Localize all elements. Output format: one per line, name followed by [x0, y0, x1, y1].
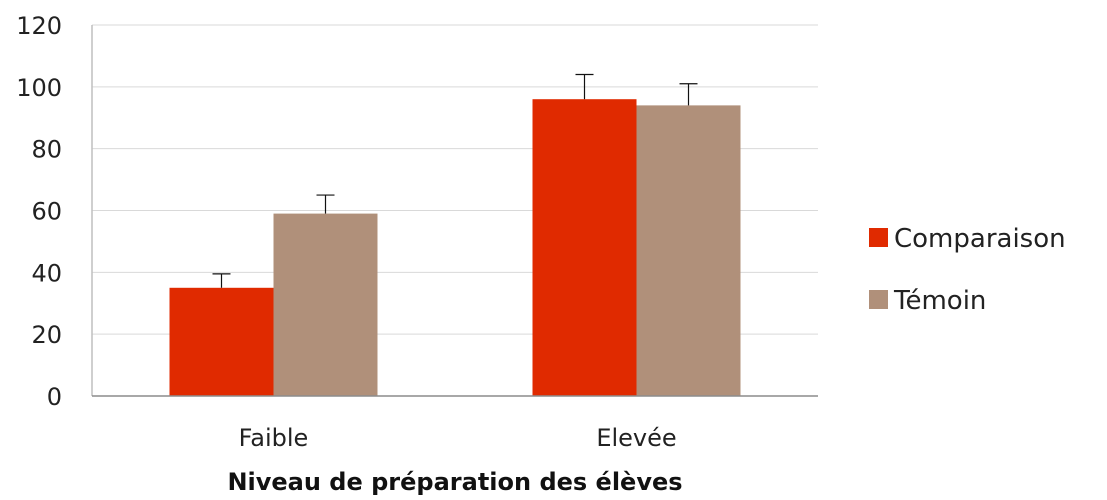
y-tick-label: 20 [31, 321, 62, 349]
legend-label: Témoin [893, 286, 986, 316]
y-tick-label: 0 [47, 383, 62, 411]
bar-comparaison-faible [169, 287, 274, 396]
y-tick-label: 100 [16, 74, 62, 102]
x-category-label: Faible [239, 424, 309, 452]
legend: Comparaison Témoin [869, 224, 1066, 316]
y-tick-label: 80 [31, 136, 62, 164]
error-bar [212, 273, 231, 288]
x-axis-title: Niveau de préparation des élèves [227, 468, 682, 496]
error-bar [575, 73, 594, 100]
bars [169, 99, 741, 396]
y-tick-label: 120 [16, 12, 62, 40]
bar-comparaison-elevée [532, 99, 637, 396]
y-tick-label: 40 [31, 259, 62, 287]
legend-label: Comparaison [894, 224, 1066, 254]
error-bar [316, 194, 335, 214]
error-bars [212, 73, 698, 288]
x-axis-category-labels: Faible Elevée [239, 424, 677, 452]
axes [91, 25, 818, 397]
legend-item: Témoin [869, 286, 986, 316]
legend-item: Comparaison [869, 224, 1066, 254]
bar-témoin-elevée [636, 105, 741, 396]
bar-témoin-faible [273, 213, 378, 396]
legend-swatch [869, 228, 888, 247]
x-category-label: Elevée [596, 424, 676, 452]
legend-swatch [869, 290, 888, 309]
y-axis-tick-labels: 0 20 40 60 80 100 120 [16, 12, 62, 411]
y-tick-label: 60 [31, 198, 62, 226]
error-bar [679, 83, 698, 106]
